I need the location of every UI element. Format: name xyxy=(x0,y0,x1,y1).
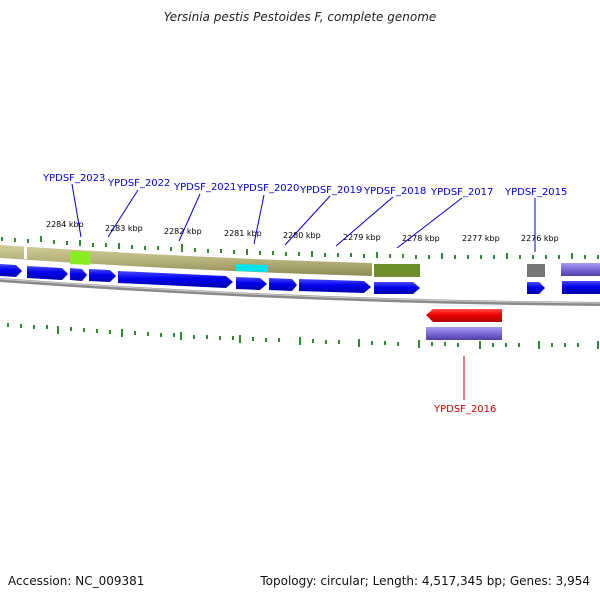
kbp-label: 2276 kbp xyxy=(521,234,559,243)
gene-label-forward[interactable]: YPDSF_2022 xyxy=(107,178,170,189)
forward-gene-labels: YPDSF_2023 YPDSF_2022 YPDSF_2021 YPDSF_2… xyxy=(42,173,567,252)
upper-tick-row xyxy=(1,236,599,259)
feature-cyan xyxy=(236,264,268,272)
kbp-label: 2281 kbp xyxy=(224,229,262,238)
forward-gene-arrow[interactable] xyxy=(527,282,545,294)
accession-text: Accession: NC_009381 xyxy=(8,574,145,588)
feature-gray xyxy=(527,264,545,277)
forward-gene-track xyxy=(0,264,600,294)
gene-label-forward[interactable]: YPDSF_2021 xyxy=(173,182,236,193)
label-leader-line xyxy=(284,195,331,246)
label-leader-line xyxy=(396,197,463,249)
kbp-label: 2280 kbp xyxy=(283,231,321,240)
forward-gene-arrow[interactable] xyxy=(27,266,68,280)
gene-label-forward[interactable]: YPDSF_2018 xyxy=(363,186,426,197)
gene-label-forward[interactable]: YPDSF_2017 xyxy=(430,187,493,198)
gene-label-forward[interactable]: YPDSF_2019 xyxy=(299,185,362,196)
label-leader-line xyxy=(253,194,265,245)
forward-gene-arrow[interactable] xyxy=(269,278,297,291)
kbp-label: 2277 kbp xyxy=(462,234,500,243)
gene-label-forward[interactable]: YPDSF_2015 xyxy=(504,187,567,198)
label-leader-line xyxy=(71,183,82,238)
map-title: Yersinia pestis Pestoides F, complete ge… xyxy=(163,10,437,24)
gene-label-forward[interactable]: YPDSF_2023 xyxy=(42,173,105,184)
gene-label-forward[interactable]: YPDSF_2020 xyxy=(236,183,299,194)
gene-label-reverse[interactable]: YPDSF_2016 xyxy=(433,404,496,415)
feature-band-track xyxy=(0,245,600,277)
reverse-gene-arrow[interactable] xyxy=(426,309,502,322)
feature-dark-green xyxy=(374,264,420,277)
kbp-labels: 2284 kbp 2283 kbp 2282 kbp 2281 kbp 2280… xyxy=(46,220,559,243)
feature-lime xyxy=(70,251,90,265)
forward-gene-arrow[interactable] xyxy=(89,269,116,282)
feature-band xyxy=(0,245,372,276)
lower-tick-row xyxy=(7,323,599,349)
feature-band-gap xyxy=(24,246,27,259)
forward-gene-arrow[interactable] xyxy=(374,282,420,294)
label-leader-line xyxy=(335,196,394,247)
genome-summary-text: Topology: circular; Length: 4,517,345 bp… xyxy=(260,574,590,588)
forward-gene-arrow[interactable] xyxy=(299,279,371,293)
forward-gene-arrow[interactable] xyxy=(562,281,600,294)
forward-gene-arrow[interactable] xyxy=(0,264,22,277)
forward-gene-arrow[interactable] xyxy=(118,271,233,288)
kbp-label: 2279 kbp xyxy=(343,233,381,242)
forward-gene-arrow[interactable] xyxy=(70,268,87,281)
genome-backbone xyxy=(0,278,600,306)
reverse-gene-labels: YPDSF_2016 xyxy=(433,356,496,415)
label-leader-line xyxy=(178,193,201,242)
kbp-label: 2278 kbp xyxy=(402,234,440,243)
kbp-label: 2283 kbp xyxy=(105,224,143,233)
label-leader-line xyxy=(107,189,139,238)
forward-gene-arrow[interactable] xyxy=(236,277,267,290)
kbp-label: 2284 kbp xyxy=(46,220,84,229)
reverse-feature-purple xyxy=(426,327,502,340)
genome-backbone-highlight xyxy=(0,278,600,304)
feature-purple xyxy=(561,263,600,276)
